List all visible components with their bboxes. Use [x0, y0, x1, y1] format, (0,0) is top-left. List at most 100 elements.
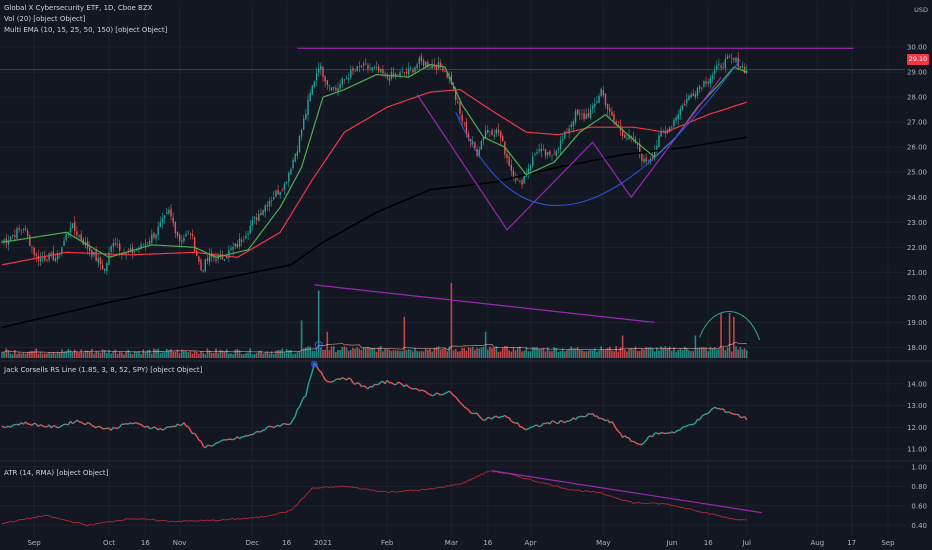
volume-bar: [298, 351, 301, 358]
rs-line-segment: [243, 434, 247, 438]
volume-bar: [309, 346, 311, 358]
rs-line-segment: [213, 442, 217, 446]
rs-pane[interactable]: [1, 360, 748, 449]
volume-bar: [570, 346, 573, 358]
price-tick-label: 26.00: [907, 144, 927, 152]
rs-line-segment: [174, 423, 179, 428]
volume-bar: [322, 349, 324, 358]
rs-line-segment: [209, 444, 212, 447]
rs-line-segment: [337, 378, 341, 381]
candle-body: [465, 121, 468, 135]
candle-body: [435, 65, 438, 71]
volume-bar: [110, 353, 112, 358]
candle-body: [416, 64, 418, 69]
w-pattern-line: [416, 76, 722, 231]
volume-bar: [611, 350, 613, 358]
rs-line-segment: [613, 424, 617, 430]
candle-body: [104, 268, 106, 271]
volume-bar: [228, 353, 230, 358]
volume-bar: [457, 351, 459, 358]
candle-body: [461, 114, 463, 122]
volume-bar: [200, 351, 202, 358]
x-tick-label: 16: [141, 539, 150, 547]
volume-bar: [386, 349, 388, 358]
volume-bar: [591, 350, 594, 358]
candle-body: [298, 136, 301, 152]
candle-body: [245, 235, 247, 239]
candle-body: [388, 77, 391, 81]
time-axis[interactable]: Sep Oct 16 Nov Dec 16 2021 Feb Mar 16 Apr May Jun 16 J…: [27, 539, 895, 547]
rs-line-segment: [6, 425, 9, 428]
volume-bar: [354, 348, 356, 358]
rs-line-segment: [80, 421, 84, 425]
volume-bar: [54, 353, 57, 358]
candle-body: [651, 157, 654, 159]
volume-bar: [715, 349, 718, 358]
rs-line-segment: [386, 379, 390, 384]
candle-body: [153, 232, 155, 238]
candle-body: [170, 208, 172, 217]
candle-body: [300, 130, 303, 137]
candle-body: [491, 130, 493, 136]
volume-bar: [664, 346, 667, 358]
price-tick-label: 24.00: [907, 194, 927, 202]
rs-line-segment: [395, 381, 399, 386]
volume-bar: [593, 348, 596, 358]
candle-body: [743, 67, 746, 74]
rs-line-segment: [29, 423, 33, 427]
price-tick-label: 27.00: [907, 119, 927, 127]
rs-line-segment: [284, 423, 287, 425]
candle-body: [380, 69, 382, 73]
candle-body: [681, 105, 684, 110]
volume-bar: [598, 350, 600, 358]
rs-line-segment: [145, 425, 148, 428]
volume-bar: [454, 349, 457, 358]
volume-bar: [559, 350, 562, 358]
rs-line-segment: [164, 426, 168, 430]
volume-bar: [557, 351, 560, 358]
candle-body: [1, 242, 3, 244]
candle-body: [358, 66, 361, 67]
candle-body: [579, 113, 581, 115]
volume-bar: [495, 346, 498, 358]
rs-line-segment: [632, 440, 636, 444]
candle-body: [384, 72, 386, 74]
rs-line-segment: [658, 431, 662, 435]
candle-body: [337, 88, 339, 92]
rs-line-segment: [194, 432, 198, 437]
rs-line-segment: [718, 407, 722, 411]
price-pane[interactable]: [0, 47, 905, 358]
candle-body: [463, 122, 465, 124]
rs-line-segment: [20, 422, 24, 425]
rs-line-segment: [162, 428, 165, 431]
rs-line-segment: [665, 432, 668, 435]
volume-bar: [133, 351, 136, 358]
volume-bar: [195, 351, 198, 358]
candle-body: [249, 225, 251, 234]
rs-line-segment: [549, 420, 553, 425]
candle-body: [5, 238, 7, 243]
rs-line-segment: [357, 382, 360, 385]
rs-line-segment: [448, 390, 452, 394]
rs-line-segment: [189, 429, 194, 434]
candle-body: [48, 253, 50, 260]
candle-body: [369, 68, 371, 70]
volume-bar: [262, 353, 264, 358]
rs-line-segment: [254, 430, 258, 434]
rs-line-segment: [260, 429, 264, 433]
volume-bar: [452, 350, 455, 358]
volume-bar: [56, 351, 59, 358]
atr-pane[interactable]: [1, 470, 762, 527]
volume-bar: [733, 316, 735, 358]
candle-body: [459, 102, 461, 114]
price-axis[interactable]: 30.00 29.00 28.00 27.00 26.00 25.00 24.00 23.00…: [907, 44, 927, 530]
rs-line-segment: [635, 441, 638, 445]
volume-bar: [243, 354, 245, 358]
candle-body: [382, 69, 384, 74]
candle-body: [33, 247, 35, 255]
volume-bar: [61, 349, 63, 358]
volume-bar: [564, 351, 566, 358]
candle-body: [726, 56, 729, 60]
candle-body: [172, 217, 174, 223]
